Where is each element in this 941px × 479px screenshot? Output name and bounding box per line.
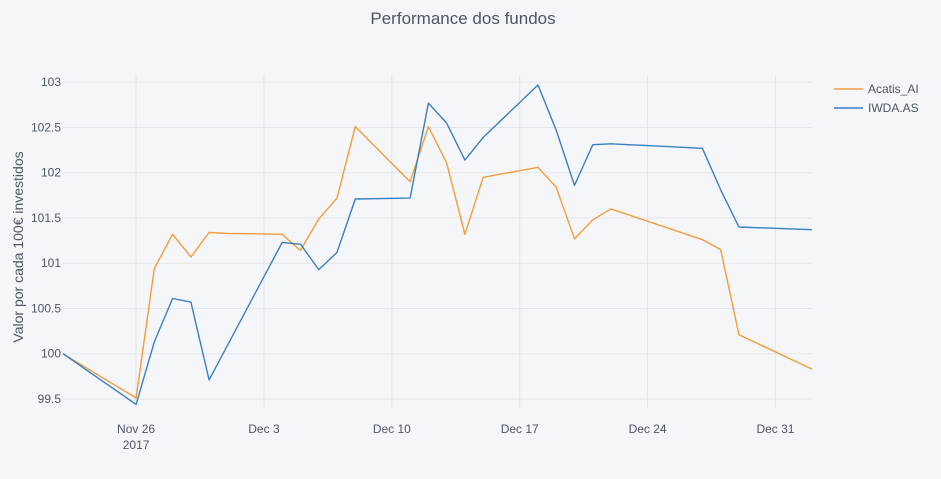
y-tick-label: 102.5 xyxy=(31,120,61,134)
y-axis-ticks: 99.5 100 100.5 101 101.5 102 102.5 103 xyxy=(31,75,61,406)
series-line-iwda-as xyxy=(62,84,813,406)
y-tick-label: 101 xyxy=(41,256,61,270)
y-tick-label: 100.5 xyxy=(31,301,61,315)
x-tick-label: Dec 3 xyxy=(248,422,280,436)
legend-label: IWDA.AS xyxy=(868,101,919,115)
x-tick-label: Dec 10 xyxy=(373,422,411,436)
series-lines xyxy=(62,84,813,406)
legend-label: Acatis_AI xyxy=(868,82,919,96)
x-tick-label: Dec 24 xyxy=(629,422,667,436)
y-tick-label: 102 xyxy=(41,166,61,180)
y-tick-label: 103 xyxy=(41,75,61,89)
x-tick-label: Nov 26 xyxy=(117,422,155,436)
x-tick-label: Dec 31 xyxy=(756,422,794,436)
x-tick-year-label: 2017 xyxy=(123,438,150,452)
x-tick-label: Dec 17 xyxy=(501,422,539,436)
y-axis-label: Valor por cada 100€ investidos xyxy=(10,151,26,342)
y-tick-label: 101.5 xyxy=(31,211,61,225)
x-axis-ticks: Nov 26 2017 Dec 3 Dec 10 Dec 17 Dec 24 Dec 31 xyxy=(117,422,795,452)
legend[interactable]: Acatis_AI IWDA.AS xyxy=(834,82,919,115)
y-tick-label: 100 xyxy=(41,347,61,361)
legend-item[interactable]: IWDA.AS xyxy=(834,101,919,115)
legend-item[interactable]: Acatis_AI xyxy=(834,82,919,96)
chart-title: Performance dos fundos xyxy=(370,9,555,28)
y-tick-label: 99.5 xyxy=(38,392,62,406)
